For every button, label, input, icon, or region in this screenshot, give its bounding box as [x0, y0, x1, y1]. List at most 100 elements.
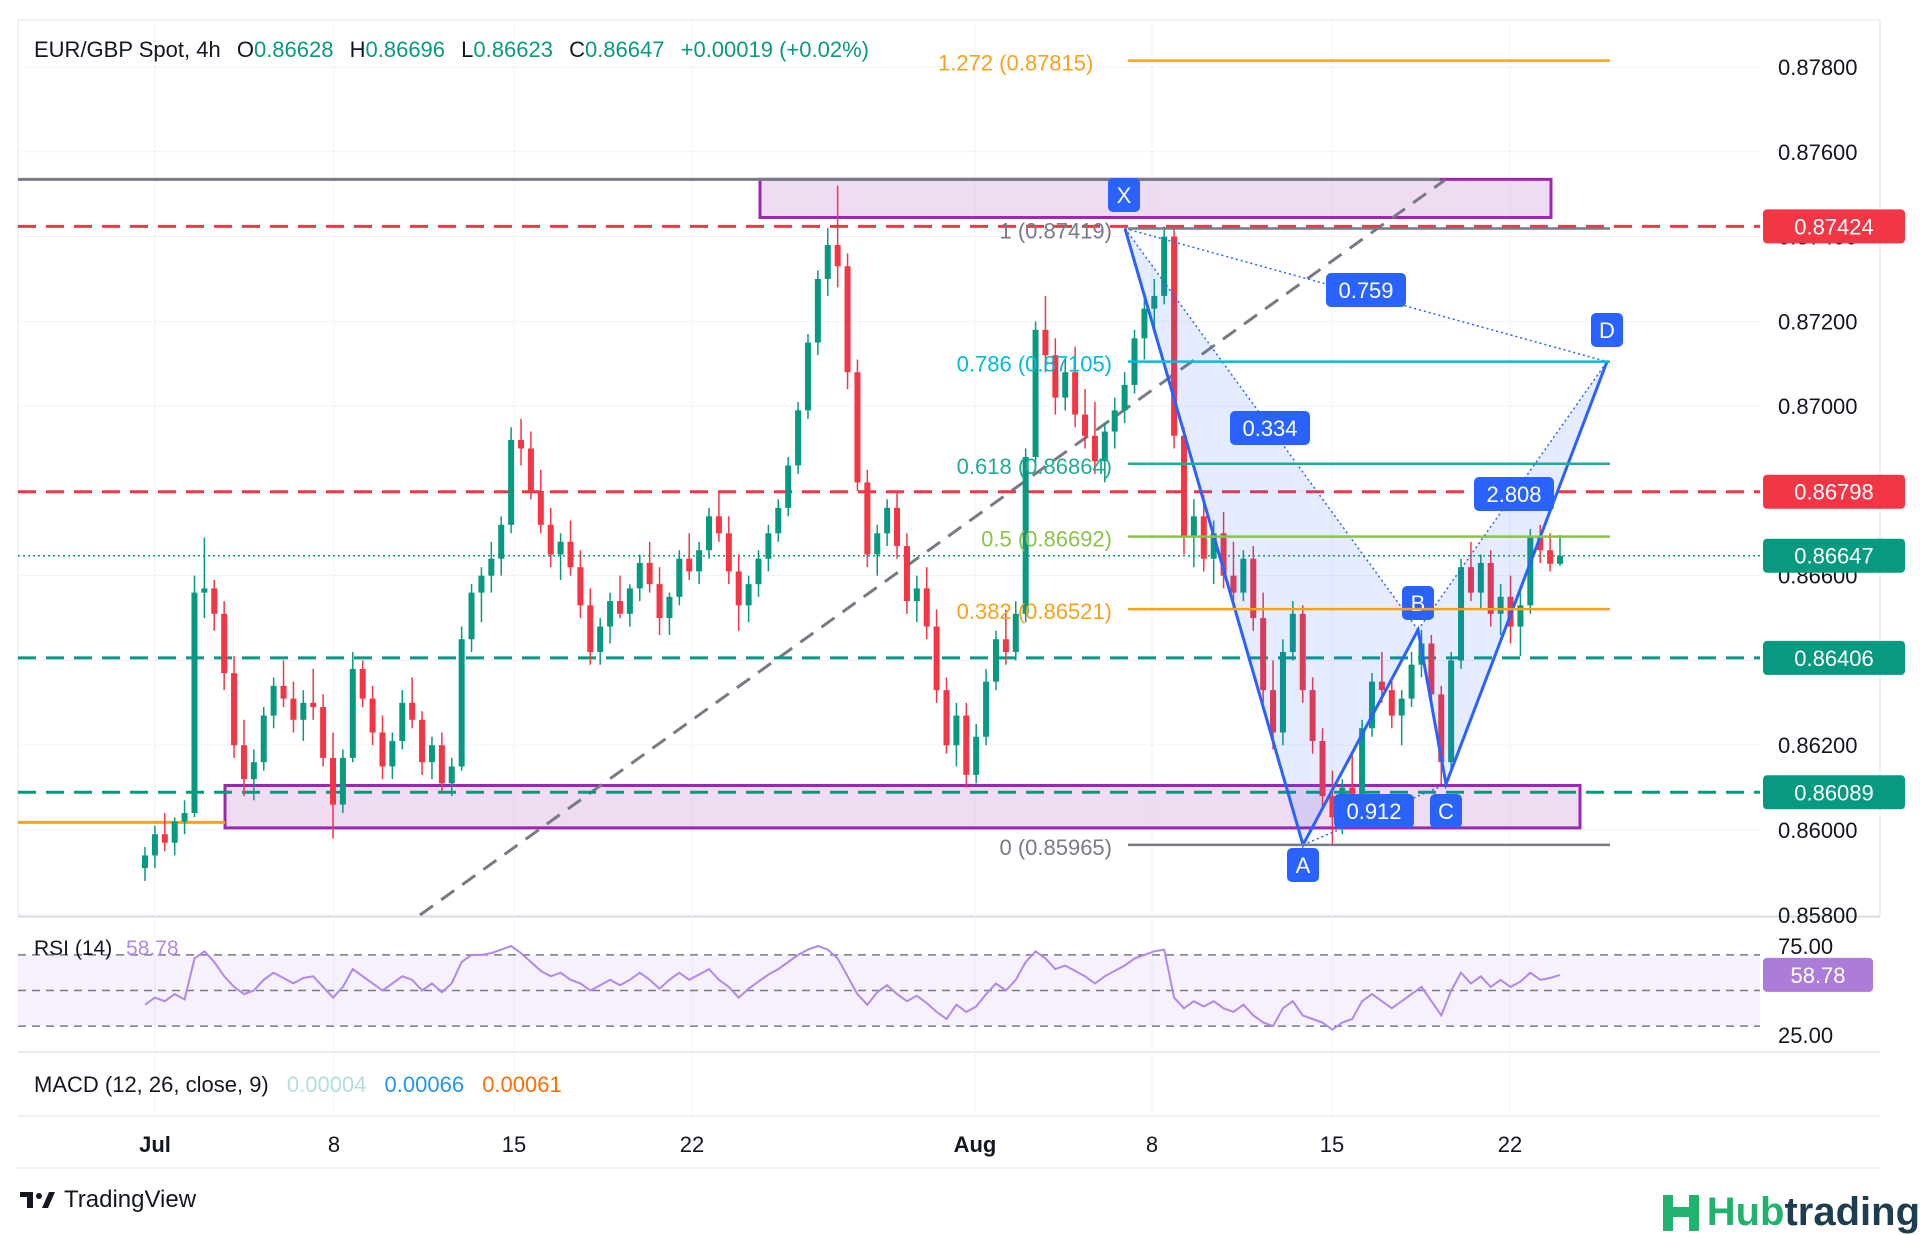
candle-body [884, 507, 891, 534]
candle-body [1299, 613, 1306, 691]
zone-upper [758, 177, 1553, 219]
candle-body [339, 757, 346, 805]
candle-body [913, 588, 920, 602]
point-badge-D [1591, 313, 1623, 347]
price-tag [1763, 775, 1905, 810]
candle-body [1161, 236, 1168, 296]
ratio-label: 0.759 [1338, 278, 1393, 303]
candle-body [557, 541, 564, 555]
price-tag-label: 0.86798 [1794, 480, 1874, 505]
candle-body [992, 639, 999, 682]
candle-body [468, 592, 475, 640]
candle-body [320, 707, 327, 758]
price-tick-label: 0.87800 [1778, 55, 1858, 80]
time-tick-label: 8 [1146, 1132, 1158, 1157]
price-tick-label: 0.87600 [1778, 140, 1858, 165]
tradingview-logo[interactable]: TradingView [20, 1186, 196, 1214]
candle-body [656, 584, 663, 619]
candle-body [1378, 681, 1385, 691]
fib-label: 0.5 (0.86692) [981, 527, 1112, 552]
candle-body [1517, 605, 1524, 627]
hubtrading-logo[interactable]: Hub trading [1659, 1190, 1920, 1235]
candle-body [1349, 787, 1356, 797]
candle-body [1101, 431, 1108, 462]
candle-body [419, 719, 426, 763]
candle-body [706, 516, 713, 551]
price-tag-label: 0.86089 [1794, 780, 1874, 805]
rsi-line [144, 944, 1561, 1031]
candle-body [1171, 236, 1178, 436]
trading-text: trading [1784, 1190, 1920, 1234]
fib-levels: 1.272 (0.87815) 1 (0.87419) 0.786 (0.87105… [938, 51, 1610, 860]
fib-label: 1 (0.87419) [999, 219, 1112, 244]
point-badge-A [1287, 848, 1319, 882]
ratio-label: 0.912 [1346, 799, 1401, 824]
candles [142, 185, 1563, 881]
candle-body [527, 448, 534, 491]
candle-body [943, 690, 950, 746]
candle-body [715, 516, 722, 534]
candle-body [171, 821, 178, 843]
tradingview-icon [20, 1192, 55, 1208]
candle-body [874, 533, 881, 555]
candle-body [894, 507, 901, 546]
ratio-label: 2.808 [1486, 482, 1541, 507]
candle-body [1438, 694, 1445, 763]
candle-body [903, 545, 910, 602]
candle-body [1240, 558, 1247, 593]
point-badge-C [1430, 794, 1462, 828]
time-axis: Jul 8 15 22 Aug 8 15 22 [139, 1132, 1522, 1157]
candle-body [1487, 562, 1494, 614]
fib-label: 0.382 (0.86521) [957, 599, 1112, 624]
rsi-value-tag [1763, 957, 1873, 992]
candle-body [1319, 740, 1326, 797]
candle-body [330, 757, 337, 805]
close-value: 0.86647 [585, 37, 665, 62]
time-tick-label: 22 [1498, 1132, 1522, 1157]
candle-body [369, 698, 376, 733]
candle-body [1042, 329, 1049, 356]
candle-body [290, 698, 297, 720]
candle-body [240, 745, 247, 780]
candle-body [1279, 651, 1286, 733]
candle-body [577, 567, 584, 606]
macd-line-value: 0.00066 [385, 1072, 465, 1097]
candle-body [1527, 537, 1534, 606]
candle-body [814, 278, 821, 343]
candle-body [745, 584, 752, 606]
time-tick-label: 8 [328, 1132, 340, 1157]
price-tag [1763, 209, 1905, 244]
candle-body [1012, 613, 1019, 652]
price-tag-label: 0.86647 [1794, 544, 1874, 569]
candle-body [1537, 537, 1544, 551]
time-tick-label: Aug [954, 1132, 997, 1157]
candle-body [1151, 295, 1158, 309]
candle-body [1032, 329, 1039, 457]
candle-body [864, 482, 871, 555]
candle-body [597, 626, 604, 652]
ratio-badge [1326, 273, 1406, 307]
candle-body [973, 736, 980, 775]
candle-body [1497, 596, 1504, 614]
price-tick-label: 0.86200 [1778, 733, 1858, 758]
candle-body [1398, 698, 1405, 716]
candle-body [1309, 690, 1316, 741]
ratio-badge [1474, 477, 1554, 511]
rsi-pane: 75.00 25.00 58.78 [18, 934, 1873, 1048]
ratio-badge [1230, 411, 1310, 445]
pattern-ratio-line [1302, 783, 1447, 846]
candle-body [280, 685, 287, 699]
point-label-B: B [1411, 591, 1426, 616]
point-badge-X [1108, 178, 1140, 212]
price-tick-label: 0.87000 [1778, 394, 1858, 419]
candle-body [1289, 613, 1296, 652]
price-tag [1763, 640, 1905, 675]
candle-body [795, 410, 802, 466]
open-value: 0.86628 [254, 37, 334, 62]
point-label-A: A [1296, 853, 1311, 878]
candle-body [438, 745, 445, 784]
candle-body [142, 855, 148, 869]
price-tag-label: 0.86406 [1794, 646, 1874, 671]
candle-body [1270, 690, 1277, 733]
